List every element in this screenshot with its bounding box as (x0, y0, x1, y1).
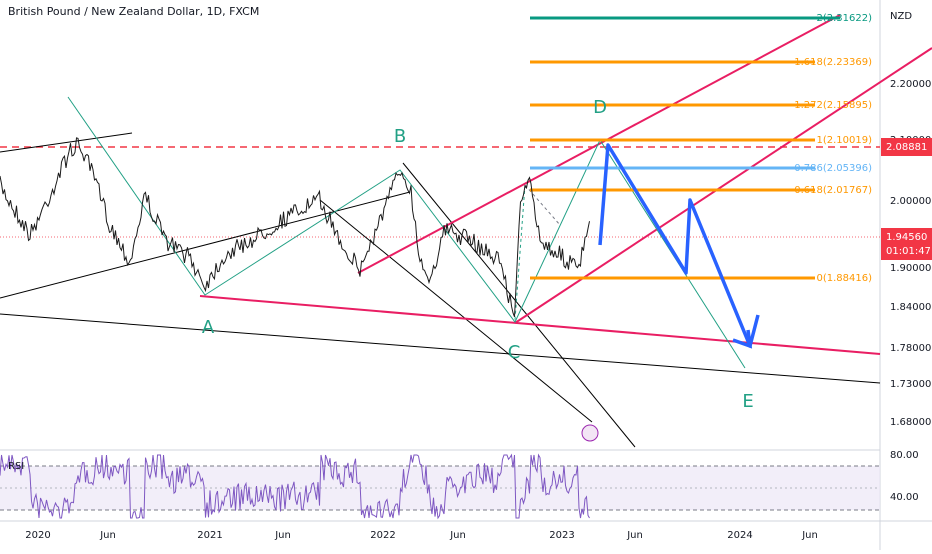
fib-label: 1(2.10019) (816, 135, 872, 146)
projection-arrow (598, 143, 760, 348)
price-tag (881, 228, 932, 260)
price-tag (881, 138, 932, 156)
time-label: 2020 (25, 530, 50, 541)
price-label: 2.20000 (890, 79, 931, 90)
trendline (0, 132, 133, 153)
wave-label: D (593, 97, 607, 118)
price-label: 1.68000 (890, 417, 931, 428)
price-tag-text: 1.94560 (886, 232, 927, 243)
price-label: 1.90000 (890, 263, 931, 274)
symbol-title: British Pound / New Zealand Dollar, 1D, … (8, 5, 259, 18)
fib-label: 1.272(2.15895) (794, 100, 872, 111)
wave-label: E (742, 391, 753, 412)
wave-label: C (508, 342, 521, 363)
trendline (0, 313, 881, 384)
price-series (0, 137, 590, 317)
rsi-label: RSI (8, 461, 24, 472)
price-label: 1.84000 (890, 302, 931, 313)
time-label: Jun (99, 530, 116, 541)
fib-label: 0.618(2.01767) (794, 185, 872, 196)
trendline (319, 199, 593, 423)
time-label: 2024 (727, 530, 752, 541)
base-line (199, 295, 881, 355)
rsi-axis-label: 80.00 (890, 450, 919, 461)
time-label: Jun (274, 530, 291, 541)
price-label: 2.00000 (890, 196, 931, 207)
time-label: 2021 (197, 530, 222, 541)
drawings (0, 14, 932, 448)
wave-label: A (202, 317, 215, 338)
rsi-series (0, 453, 590, 520)
arrow-head (732, 329, 753, 349)
event-icon (581, 424, 599, 442)
fib-label: 0(1.88416) (816, 273, 872, 284)
fib-label: 1.618(2.23369) (794, 57, 872, 68)
time-label: 2022 (370, 530, 395, 541)
wave-path (67, 96, 746, 369)
countdown: 01:01:47 (886, 246, 931, 257)
price-label: 1.78000 (890, 343, 931, 354)
trendline (0, 191, 411, 299)
price-tag-text: 2.08881 (886, 142, 927, 153)
trendline (402, 162, 636, 448)
time-label: Jun (801, 530, 818, 541)
rsi-axis-label: 40.00 (890, 492, 919, 503)
wave-label: B (394, 126, 406, 147)
price-label: 1.73000 (890, 379, 931, 390)
wave-path (524, 184, 561, 226)
currency: NZD (890, 11, 912, 22)
fib-label: 0.786(2.05396) (794, 163, 872, 174)
time-label: Jun (449, 530, 466, 541)
channel-upper (357, 14, 841, 274)
wave-path (514, 184, 526, 321)
fib-label: 2(2.31622) (816, 13, 872, 24)
time-label: Jun (626, 530, 643, 541)
time-label: 2023 (549, 530, 574, 541)
